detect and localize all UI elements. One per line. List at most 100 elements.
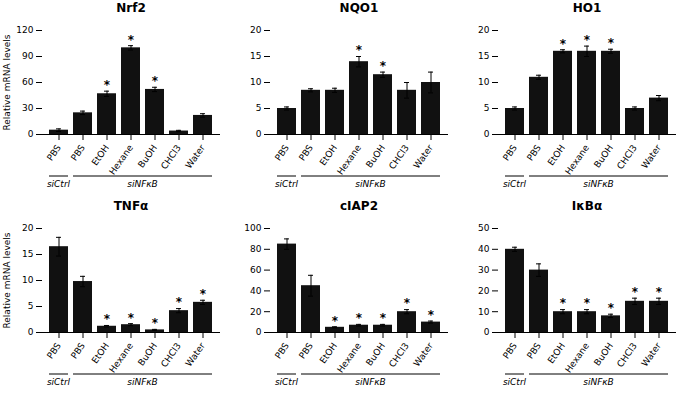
svg-text:BuOH: BuOH — [364, 143, 387, 170]
svg-text:PBS: PBS — [525, 341, 543, 361]
svg-text:*: * — [128, 33, 135, 47]
svg-text:PBS: PBS — [273, 341, 291, 361]
svg-text:PBS: PBS — [273, 143, 291, 163]
svg-text:Relative mRNA levels: Relative mRNA levels — [2, 34, 12, 130]
svg-text:PBS: PBS — [45, 143, 63, 163]
svg-text:CHCl3: CHCl3 — [159, 341, 183, 369]
svg-text:*: * — [176, 295, 183, 309]
svg-text:*: * — [404, 296, 411, 310]
svg-text:Hexane: Hexane — [335, 340, 363, 374]
svg-text:15: 15 — [22, 249, 33, 259]
svg-text:10: 10 — [478, 307, 490, 317]
svg-text:*: * — [356, 43, 363, 57]
svg-text:*: * — [380, 59, 387, 73]
svg-text:*: * — [332, 314, 339, 328]
svg-text:PBS: PBS — [69, 143, 87, 163]
svg-text:CHCl3: CHCl3 — [159, 143, 183, 171]
svg-text:5: 5 — [484, 103, 490, 113]
svg-text:siCtrl: siCtrl — [275, 377, 299, 387]
svg-text:EtOH: EtOH — [546, 143, 567, 168]
svg-text:Hexane: Hexane — [563, 340, 591, 374]
svg-text:*: * — [104, 78, 111, 92]
svg-text:BuOH: BuOH — [136, 341, 159, 368]
svg-text:*: * — [560, 296, 567, 310]
svg-text:15: 15 — [250, 51, 261, 61]
svg-text:*: * — [584, 33, 591, 47]
svg-text:0: 0 — [28, 327, 34, 337]
svg-text:*: * — [560, 37, 567, 51]
svg-text:BuOH: BuOH — [592, 143, 615, 170]
svg-text:PBS: PBS — [45, 341, 63, 361]
svg-text:0: 0 — [484, 327, 490, 337]
svg-text:0: 0 — [28, 129, 34, 139]
svg-text:10: 10 — [250, 77, 262, 87]
svg-text:40: 40 — [478, 244, 490, 254]
svg-text:EtOH: EtOH — [318, 341, 339, 366]
svg-text:*: * — [632, 285, 639, 299]
svg-text:*: * — [104, 312, 111, 326]
svg-text:80: 80 — [250, 244, 262, 254]
svg-text:120: 120 — [16, 25, 33, 35]
svg-text:50: 50 — [478, 223, 490, 233]
svg-text:siCtrl: siCtrl — [47, 179, 71, 189]
svg-text:EtOH: EtOH — [546, 341, 567, 366]
svg-text:siNFκB: siNFκB — [127, 377, 158, 387]
svg-text:BuOH: BuOH — [592, 341, 615, 368]
svg-text:*: * — [584, 296, 591, 310]
svg-text:20: 20 — [250, 25, 262, 35]
svg-text:Hexane: Hexane — [107, 142, 135, 176]
svg-text:*: * — [380, 311, 387, 325]
svg-text:CHCl3: CHCl3 — [615, 341, 639, 369]
svg-text:30: 30 — [22, 103, 34, 113]
svg-text:*: * — [356, 311, 363, 325]
svg-text:BuOH: BuOH — [136, 143, 159, 170]
svg-text:PBS: PBS — [501, 143, 519, 163]
svg-text:*: * — [608, 301, 615, 315]
svg-text:60: 60 — [250, 265, 262, 275]
svg-text:Water: Water — [412, 341, 436, 369]
svg-text:5: 5 — [256, 103, 262, 113]
svg-text:Hexane: Hexane — [563, 142, 591, 176]
svg-text:30: 30 — [478, 265, 490, 275]
svg-text:Water: Water — [412, 143, 436, 171]
svg-text:0: 0 — [256, 129, 262, 139]
svg-text:PBS: PBS — [297, 341, 315, 361]
svg-text:Water: Water — [184, 143, 208, 171]
svg-text:10: 10 — [22, 275, 34, 285]
svg-text:Relative mRNA levels: Relative mRNA levels — [2, 232, 12, 328]
svg-text:siCtrl: siCtrl — [47, 377, 71, 387]
svg-text:siNFκB: siNFκB — [355, 179, 386, 189]
svg-text:PBS: PBS — [297, 143, 315, 163]
svg-text:0: 0 — [484, 129, 490, 139]
svg-text:Hexane: Hexane — [107, 340, 135, 374]
svg-text:Water: Water — [640, 341, 664, 369]
svg-text:*: * — [152, 316, 159, 330]
svg-text:*: * — [200, 287, 207, 301]
svg-text:siNFκB: siNFκB — [355, 377, 386, 387]
svg-text:siCtrl: siCtrl — [275, 179, 299, 189]
svg-text:EtOH: EtOH — [90, 143, 111, 168]
svg-text:Water: Water — [640, 143, 664, 171]
svg-text:PBS: PBS — [525, 143, 543, 163]
svg-text:CHCl3: CHCl3 — [387, 341, 411, 369]
svg-text:60: 60 — [22, 77, 34, 87]
svg-text:CHCl3: CHCl3 — [387, 143, 411, 171]
svg-text:20: 20 — [478, 286, 490, 296]
svg-text:0: 0 — [256, 327, 262, 337]
svg-text:*: * — [128, 311, 135, 325]
svg-text:EtOH: EtOH — [90, 341, 111, 366]
svg-text:*: * — [428, 308, 435, 322]
svg-text:*: * — [608, 36, 615, 50]
svg-text:100: 100 — [244, 223, 261, 233]
svg-text:siNFκB: siNFκB — [127, 179, 158, 189]
svg-text:20: 20 — [478, 25, 490, 35]
svg-text:5: 5 — [28, 301, 34, 311]
svg-text:15: 15 — [478, 51, 489, 61]
svg-text:PBS: PBS — [69, 341, 87, 361]
svg-text:CHCl3: CHCl3 — [615, 143, 639, 171]
svg-text:siNFκB: siNFκB — [583, 377, 614, 387]
svg-text:EtOH: EtOH — [318, 143, 339, 168]
svg-text:10: 10 — [478, 77, 490, 87]
svg-text:BuOH: BuOH — [364, 341, 387, 368]
svg-text:20: 20 — [22, 223, 34, 233]
